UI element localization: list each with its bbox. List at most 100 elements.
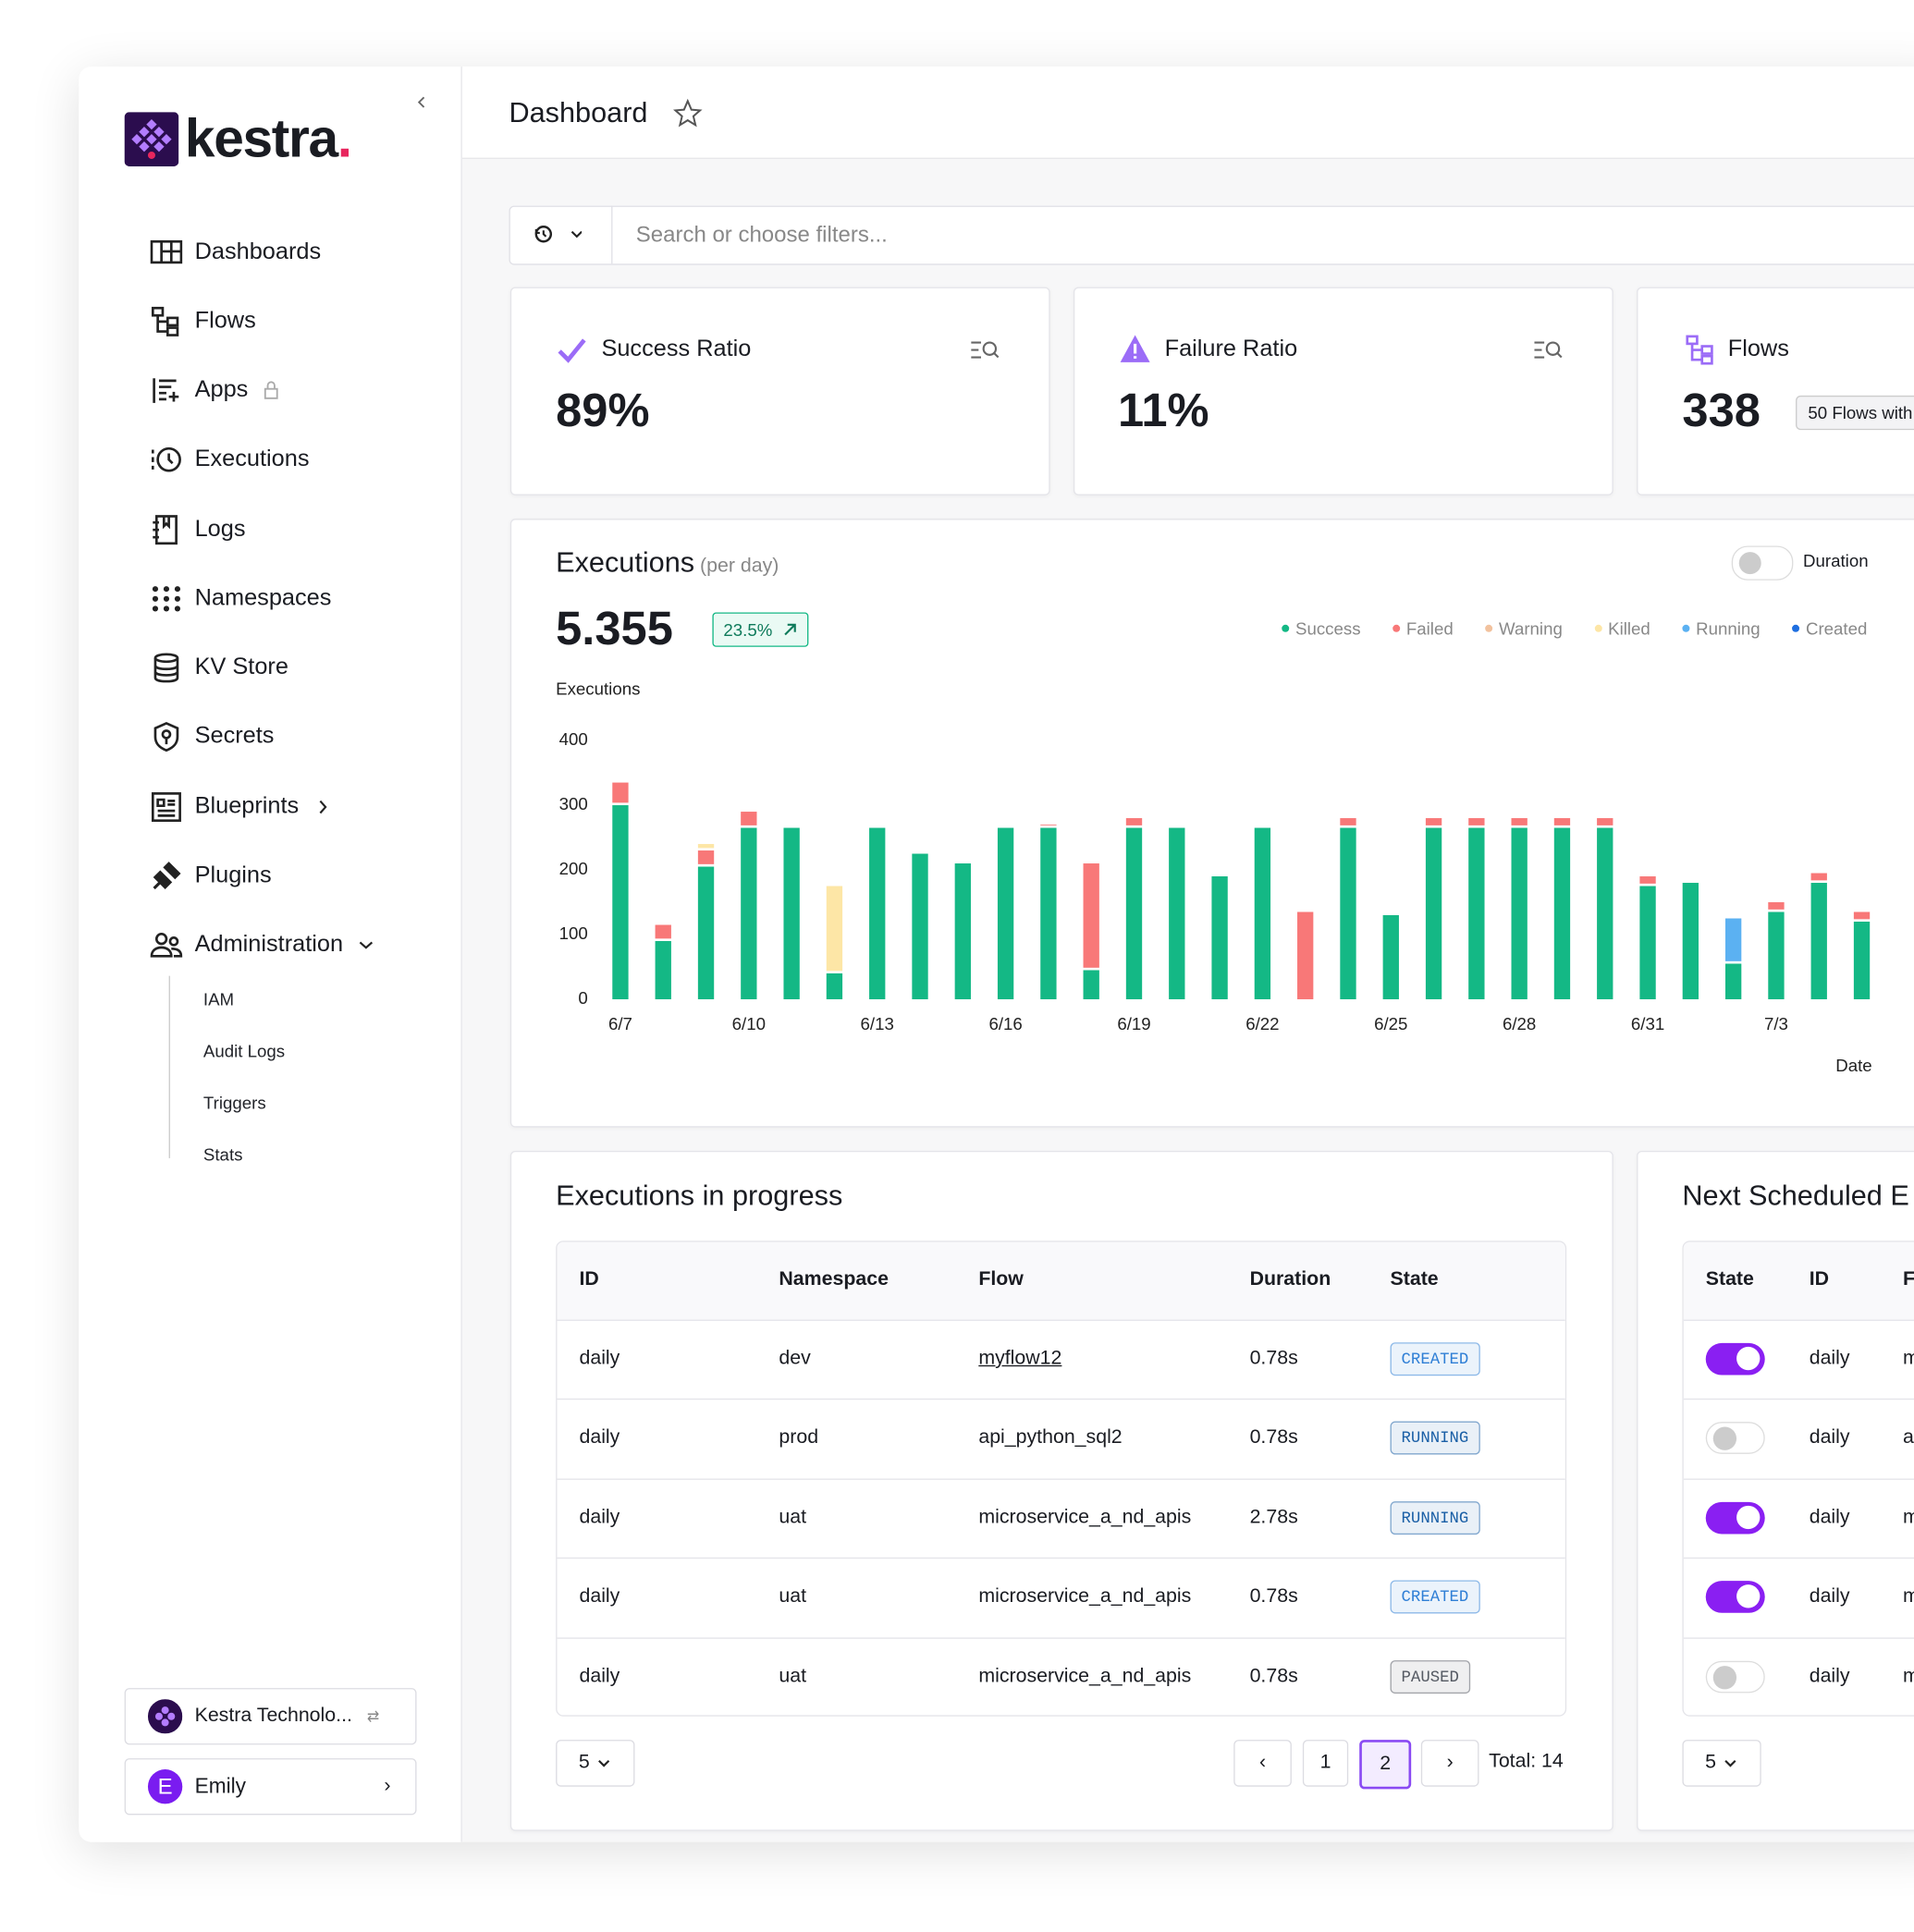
- legend-item[interactable]: Failed: [1393, 618, 1454, 638]
- bar-segment: [612, 805, 629, 999]
- column-header: State: [1390, 1268, 1439, 1290]
- nav-item[interactable]: Logs: [151, 511, 246, 548]
- legend-label: Running: [1696, 618, 1761, 639]
- tree-line: [168, 975, 172, 1158]
- nav-item[interactable]: Executions: [151, 441, 309, 478]
- favorite[interactable]: [672, 98, 703, 128]
- table-cell[interactable]: myflow12: [978, 1348, 1062, 1369]
- table-cell: daily: [579, 1665, 620, 1687]
- chart-subtitle: (per day): [700, 556, 779, 577]
- kpi-details[interactable]: [1532, 339, 1564, 361]
- page-size[interactable]: 5: [556, 1740, 635, 1787]
- toggle-label: Duration: [1803, 550, 1869, 571]
- table-cell: microservice_a_nd_apis: [978, 1585, 1192, 1608]
- sub-nav[interactable]: Audit Logs: [202, 1041, 286, 1061]
- page-next[interactable]: ›: [1420, 1740, 1479, 1787]
- table-cell: daily: [579, 1585, 620, 1608]
- schedule-toggle[interactable]: [1705, 1422, 1765, 1455]
- toggle-knob: [1712, 1427, 1737, 1451]
- y-tick-label: 200: [559, 859, 588, 878]
- nav-item[interactable]: Dashboards: [150, 234, 321, 271]
- table-cell: api_python_sql2: [978, 1427, 1123, 1449]
- bar-segment: [1169, 827, 1185, 999]
- x-tick-label: 6/16: [988, 1014, 1022, 1033]
- legend-item[interactable]: Warning: [1485, 618, 1563, 639]
- kpi-details[interactable]: [969, 339, 1001, 361]
- chart-heading: Executions (per day): [556, 545, 779, 579]
- nav-item[interactable]: Flows: [151, 303, 256, 340]
- table-cell: 0.78s: [1249, 1665, 1298, 1687]
- search-bar[interactable]: [509, 205, 1914, 265]
- legend-item[interactable]: Killed: [1594, 618, 1650, 638]
- page-prev[interactable]: ‹: [1233, 1740, 1292, 1787]
- bar-segment: [612, 782, 629, 803]
- kpi-card: [509, 287, 1050, 495]
- toggle-knob: [1736, 1505, 1761, 1529]
- nav-item[interactable]: Administration: [150, 926, 387, 963]
- sub-nav[interactable]: Stats: [202, 1144, 243, 1165]
- sub-nav[interactable]: Triggers: [202, 1093, 266, 1113]
- y-tick-label: 400: [559, 729, 588, 749]
- schedule-toggle[interactable]: [1705, 1660, 1765, 1693]
- page-size[interactable]: 5: [1682, 1740, 1761, 1787]
- legend-item[interactable]: Running: [1682, 618, 1761, 639]
- schedule-toggle[interactable]: [1705, 1501, 1765, 1535]
- legend-label: Warning: [1499, 618, 1563, 639]
- x-tick-label: 6/22: [1245, 1014, 1279, 1033]
- nav-item[interactable]: KV Store: [151, 649, 288, 686]
- row-divider: [1683, 1399, 1914, 1400]
- table-cell: daily: [579, 1348, 620, 1369]
- x-tick-label: 6/13: [861, 1014, 894, 1033]
- sub-nav[interactable]: IAM: [202, 989, 235, 1009]
- bar-segment: [1639, 876, 1656, 884]
- collapse[interactable]: [414, 95, 429, 110]
- bar-segment: [912, 853, 928, 999]
- row-divider: [557, 1399, 1565, 1400]
- nav-item[interactable]: Secrets: [151, 718, 274, 755]
- table-cell: uat: [779, 1585, 807, 1608]
- duration-toggle[interactable]: [1731, 545, 1794, 581]
- kpi-value: 89%: [556, 385, 650, 438]
- state-badge: RUNNING: [1390, 1422, 1480, 1456]
- legend-label: Success: [1295, 618, 1361, 639]
- schedule-toggle[interactable]: [1705, 1342, 1765, 1376]
- table-cell: daily: [1809, 1348, 1850, 1369]
- page-button[interactable]: 1: [1302, 1740, 1349, 1787]
- history-filter[interactable]: [533, 223, 583, 245]
- nav-item[interactable]: Namespaces: [151, 581, 332, 618]
- schedule-toggle[interactable]: [1705, 1581, 1765, 1614]
- tenant-switch[interactable]: Kestra Technolo... ⇄: [124, 1688, 417, 1745]
- legend-item[interactable]: Created: [1792, 618, 1867, 638]
- column-header: ID: [579, 1268, 599, 1290]
- user-menu[interactable]: E Emily ›: [124, 1758, 417, 1816]
- page-size-value: 5: [1705, 1752, 1717, 1774]
- nav-label: Namespaces: [194, 585, 332, 612]
- column-header: ID: [1809, 1268, 1830, 1290]
- bar-segment: [1768, 911, 1785, 999]
- page-title: Dashboard: [509, 95, 648, 128]
- bar-segment: [826, 972, 843, 999]
- y-tick-label: 0: [578, 988, 587, 1008]
- trend-value: 23.5%: [723, 619, 773, 640]
- brand: kestra.: [184, 108, 352, 169]
- page-button[interactable]: 2: [1359, 1740, 1412, 1790]
- legend-label: Created: [1805, 618, 1868, 639]
- nav-item[interactable]: Plugins: [151, 858, 272, 895]
- legend-dot: [1282, 624, 1290, 632]
- legend-item[interactable]: Success: [1282, 618, 1361, 639]
- bar-segment: [1468, 818, 1485, 825]
- toggle-knob: [1736, 1346, 1761, 1371]
- kpi-label: Failure Ratio: [1164, 336, 1298, 362]
- table-cell: m: [1903, 1666, 1914, 1688]
- bar-segment: [1853, 922, 1871, 999]
- x-tick-label: 6/19: [1117, 1014, 1150, 1033]
- nav-item[interactable]: Apps: [151, 373, 295, 410]
- bar-segment: [1040, 827, 1057, 999]
- bar-segment: [697, 844, 715, 849]
- nav-item[interactable]: Blueprints: [151, 789, 344, 825]
- table-cell: daily: [1809, 1585, 1850, 1608]
- search-placeholder[interactable]: Search or choose filters...: [635, 221, 888, 247]
- bar-segment: [655, 941, 671, 999]
- kpi-badge[interactable]: 50 Flows with: [1796, 395, 1914, 431]
